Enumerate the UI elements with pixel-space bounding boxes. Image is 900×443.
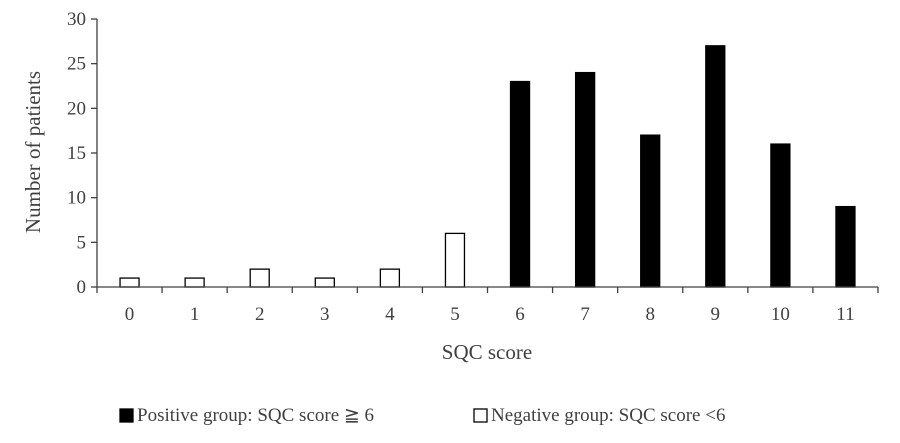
x-tick-label: 2 — [255, 304, 265, 325]
x-tick-label: 8 — [645, 304, 655, 325]
x-tick-label: 6 — [515, 304, 525, 325]
bar-positive — [835, 205, 856, 288]
y-axis-title: Number of patients — [21, 71, 45, 233]
bar-negative — [444, 232, 466, 288]
legend-label-positive: Positive group: SQC score ≧ 6 — [137, 405, 374, 426]
axes-layer — [96, 19, 878, 288]
legend-swatch-negative — [473, 408, 488, 423]
legend-item-negative: Negative group: SQC score <6 — [473, 405, 725, 426]
bar-positive — [509, 80, 531, 288]
y-tick-label: 5 — [77, 232, 87, 253]
legend-item-positive: Positive group: SQC score ≧ 6 — [119, 405, 374, 426]
legend-label-negative: Negative group: SQC score <6 — [491, 405, 725, 426]
bar-positive — [574, 71, 596, 288]
x-tick-label: 9 — [711, 304, 721, 325]
bar-negative — [314, 277, 335, 288]
legend-swatch-positive — [119, 408, 134, 423]
x-tick-label: 0 — [125, 304, 135, 325]
y-tick-label: 15 — [67, 143, 86, 164]
legend: Positive group: SQC score ≧ 6 Negative g… — [119, 405, 725, 426]
x-tick-label: 7 — [580, 304, 590, 325]
x-tick-label: 10 — [771, 304, 790, 325]
bar-negative — [119, 277, 140, 288]
y-tick-label: 30 — [67, 9, 86, 30]
y-ticks: 0 5 10 15 20 25 30 — [67, 9, 97, 298]
y-tick-label: 25 — [67, 54, 86, 75]
y-tick-label: 20 — [67, 98, 86, 119]
bar-positive — [705, 45, 726, 288]
bar-positive — [640, 134, 661, 288]
bars-layer — [119, 45, 856, 288]
bar-negative — [379, 268, 401, 288]
x-tick-label: 11 — [836, 304, 854, 325]
y-tick-label: 10 — [67, 188, 86, 209]
x-axis-title: SQC score — [442, 340, 532, 364]
x-tick-label: 5 — [450, 304, 460, 325]
bar-positive — [770, 143, 791, 288]
x-tick-label: 1 — [190, 304, 200, 325]
bar-negative — [249, 268, 270, 288]
y-tick-label: 0 — [77, 277, 87, 298]
bar-negative — [184, 277, 205, 288]
x-ticks: 0 1 2 3 4 5 6 7 8 9 10 11 — [96, 287, 879, 325]
x-tick-label: 3 — [320, 304, 330, 325]
x-tick-label: 4 — [385, 304, 395, 325]
